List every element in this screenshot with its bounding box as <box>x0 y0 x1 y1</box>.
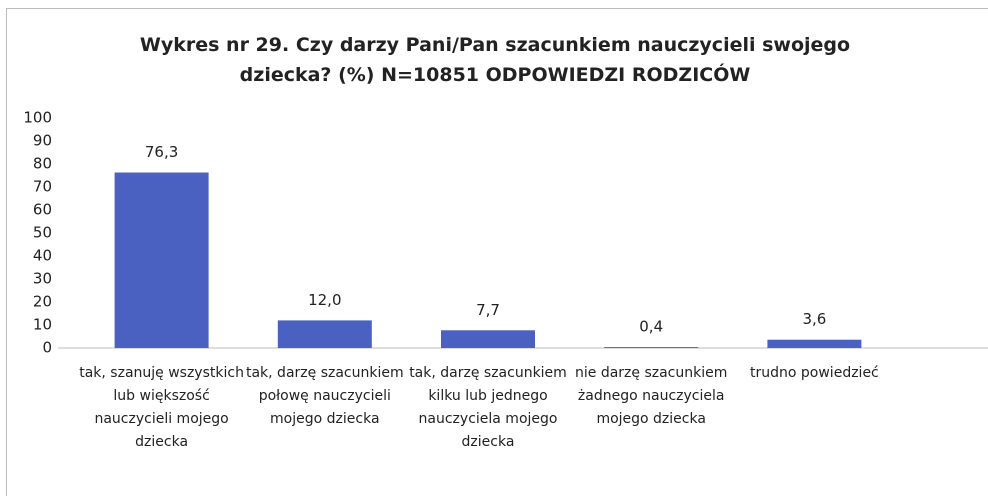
chart-title: Wykres nr 29. Czy darzy Pani/Pan szacunk… <box>139 34 851 86</box>
y-tick-label: 50 <box>33 224 52 242</box>
value-label: 0,4 <box>639 318 663 336</box>
chart-frame <box>6 8 988 496</box>
y-tick-label: 100 <box>23 109 52 127</box>
x-tick-label: tak, szanuję wszystkich lub większość na… <box>79 365 244 450</box>
bar <box>441 330 535 348</box>
value-label: 7,7 <box>476 301 500 319</box>
x-tick-label: tak, darzę szacunkiem kilku lub jednego … <box>409 365 567 450</box>
y-tick-label: 40 <box>33 247 52 265</box>
x-tick-label: trudno powiedzieć <box>750 365 879 381</box>
value-label: 3,6 <box>802 310 826 328</box>
y-tick-label: 30 <box>33 270 52 288</box>
bar <box>767 339 862 348</box>
y-tick-label: 70 <box>33 178 52 196</box>
y-tick-label: 0 <box>42 339 52 357</box>
y-tick-label: 20 <box>33 293 52 311</box>
bar <box>277 320 372 348</box>
y-tick-label: 90 <box>33 132 52 150</box>
y-tick-label: 10 <box>33 316 52 334</box>
bar <box>604 347 699 348</box>
y-tick-label: 60 <box>33 201 52 219</box>
y-tick-label: 80 <box>33 155 52 173</box>
x-tick-label: tak, darzę szacunkiem połowę nauczycieli… <box>245 365 404 427</box>
value-label: 76,3 <box>145 143 178 161</box>
value-label: 12,0 <box>308 291 341 309</box>
x-tick-label: nie darzę szacunkiem żadnego nauczyciela… <box>575 365 728 427</box>
bar <box>114 172 209 348</box>
